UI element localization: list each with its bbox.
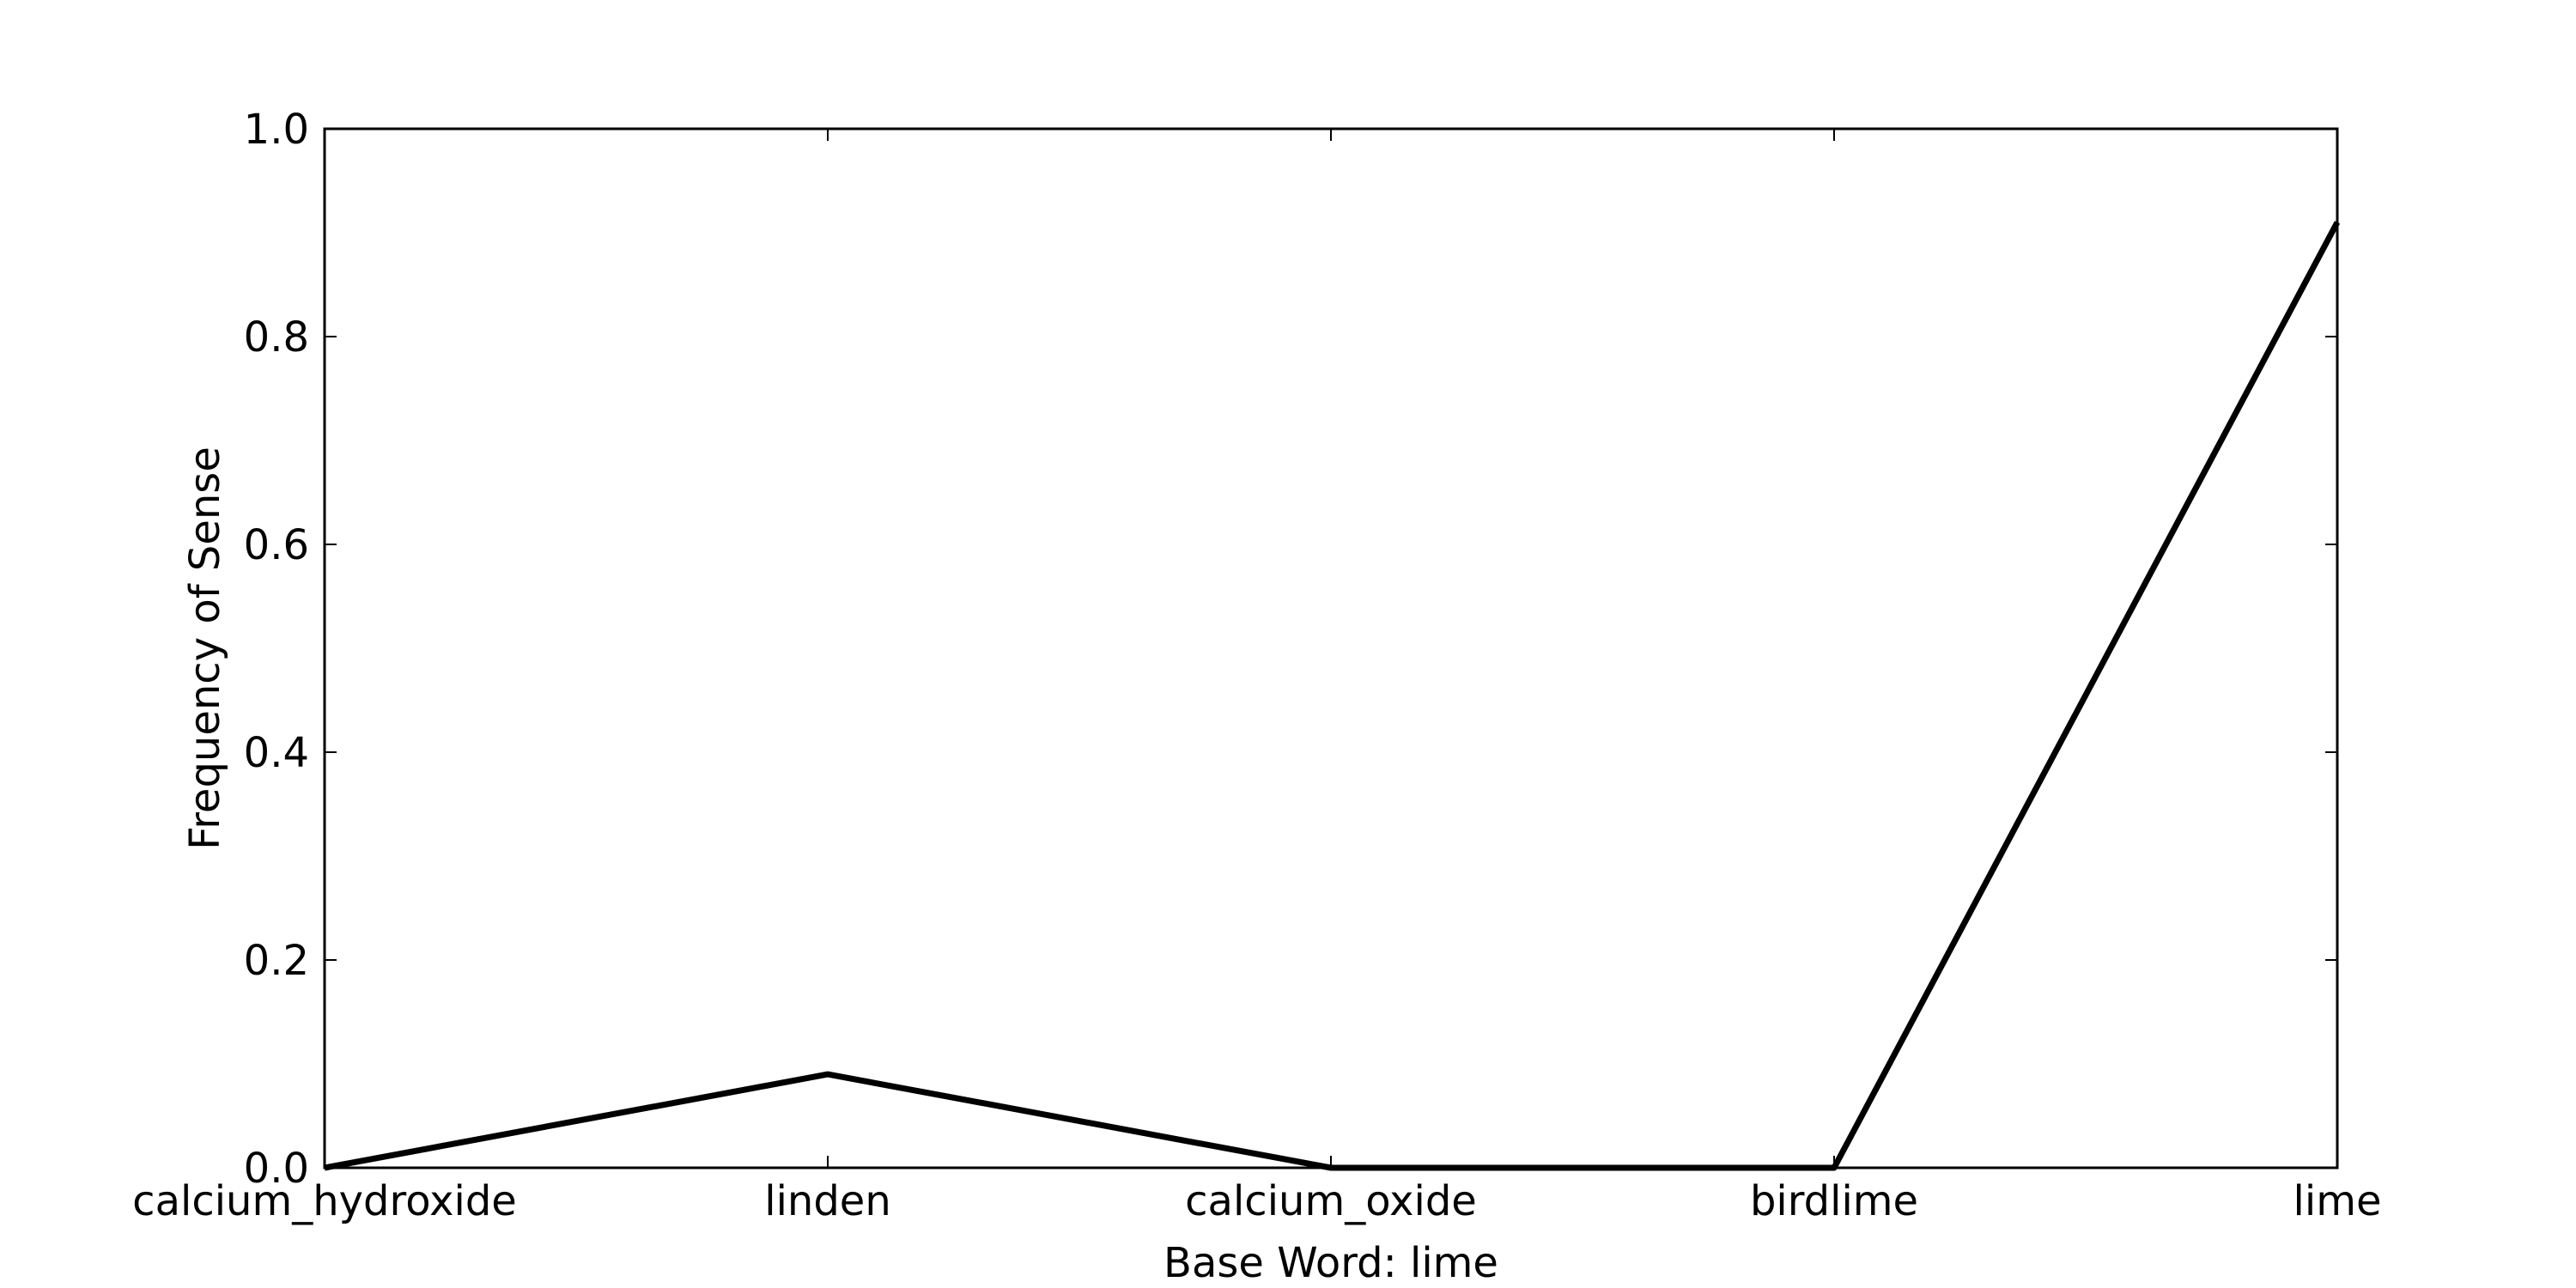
x-axis-label: Base Word: lime — [1163, 1239, 1498, 1287]
y-tick-label: 0.6 — [244, 521, 309, 569]
x-tick-label: linden — [764, 1177, 891, 1225]
x-ticks: calcium_hydroxide linden calcium_oxide bird… — [132, 129, 2381, 1225]
y-tick-label: 0.0 — [244, 1145, 309, 1193]
y-axis-label: Frequency of Sense — [181, 447, 229, 850]
y-tick-label: 1.0 — [244, 106, 309, 154]
y-ticks: 0.0 0.2 0.4 0.6 0.8 1.0 — [244, 106, 2337, 1193]
x-tick-label: calcium_hydroxide — [132, 1177, 517, 1225]
y-tick-label: 0.8 — [244, 313, 309, 361]
x-tick-label: lime — [2293, 1177, 2382, 1225]
x-tick-label: birdlime — [1750, 1177, 1918, 1225]
y-tick-label: 0.2 — [244, 937, 309, 985]
x-tick-label: calcium_oxide — [1185, 1177, 1477, 1225]
plot-frame — [323, 127, 2339, 1170]
y-tick-label: 0.4 — [244, 729, 309, 777]
series-line — [324, 221, 2341, 1171]
